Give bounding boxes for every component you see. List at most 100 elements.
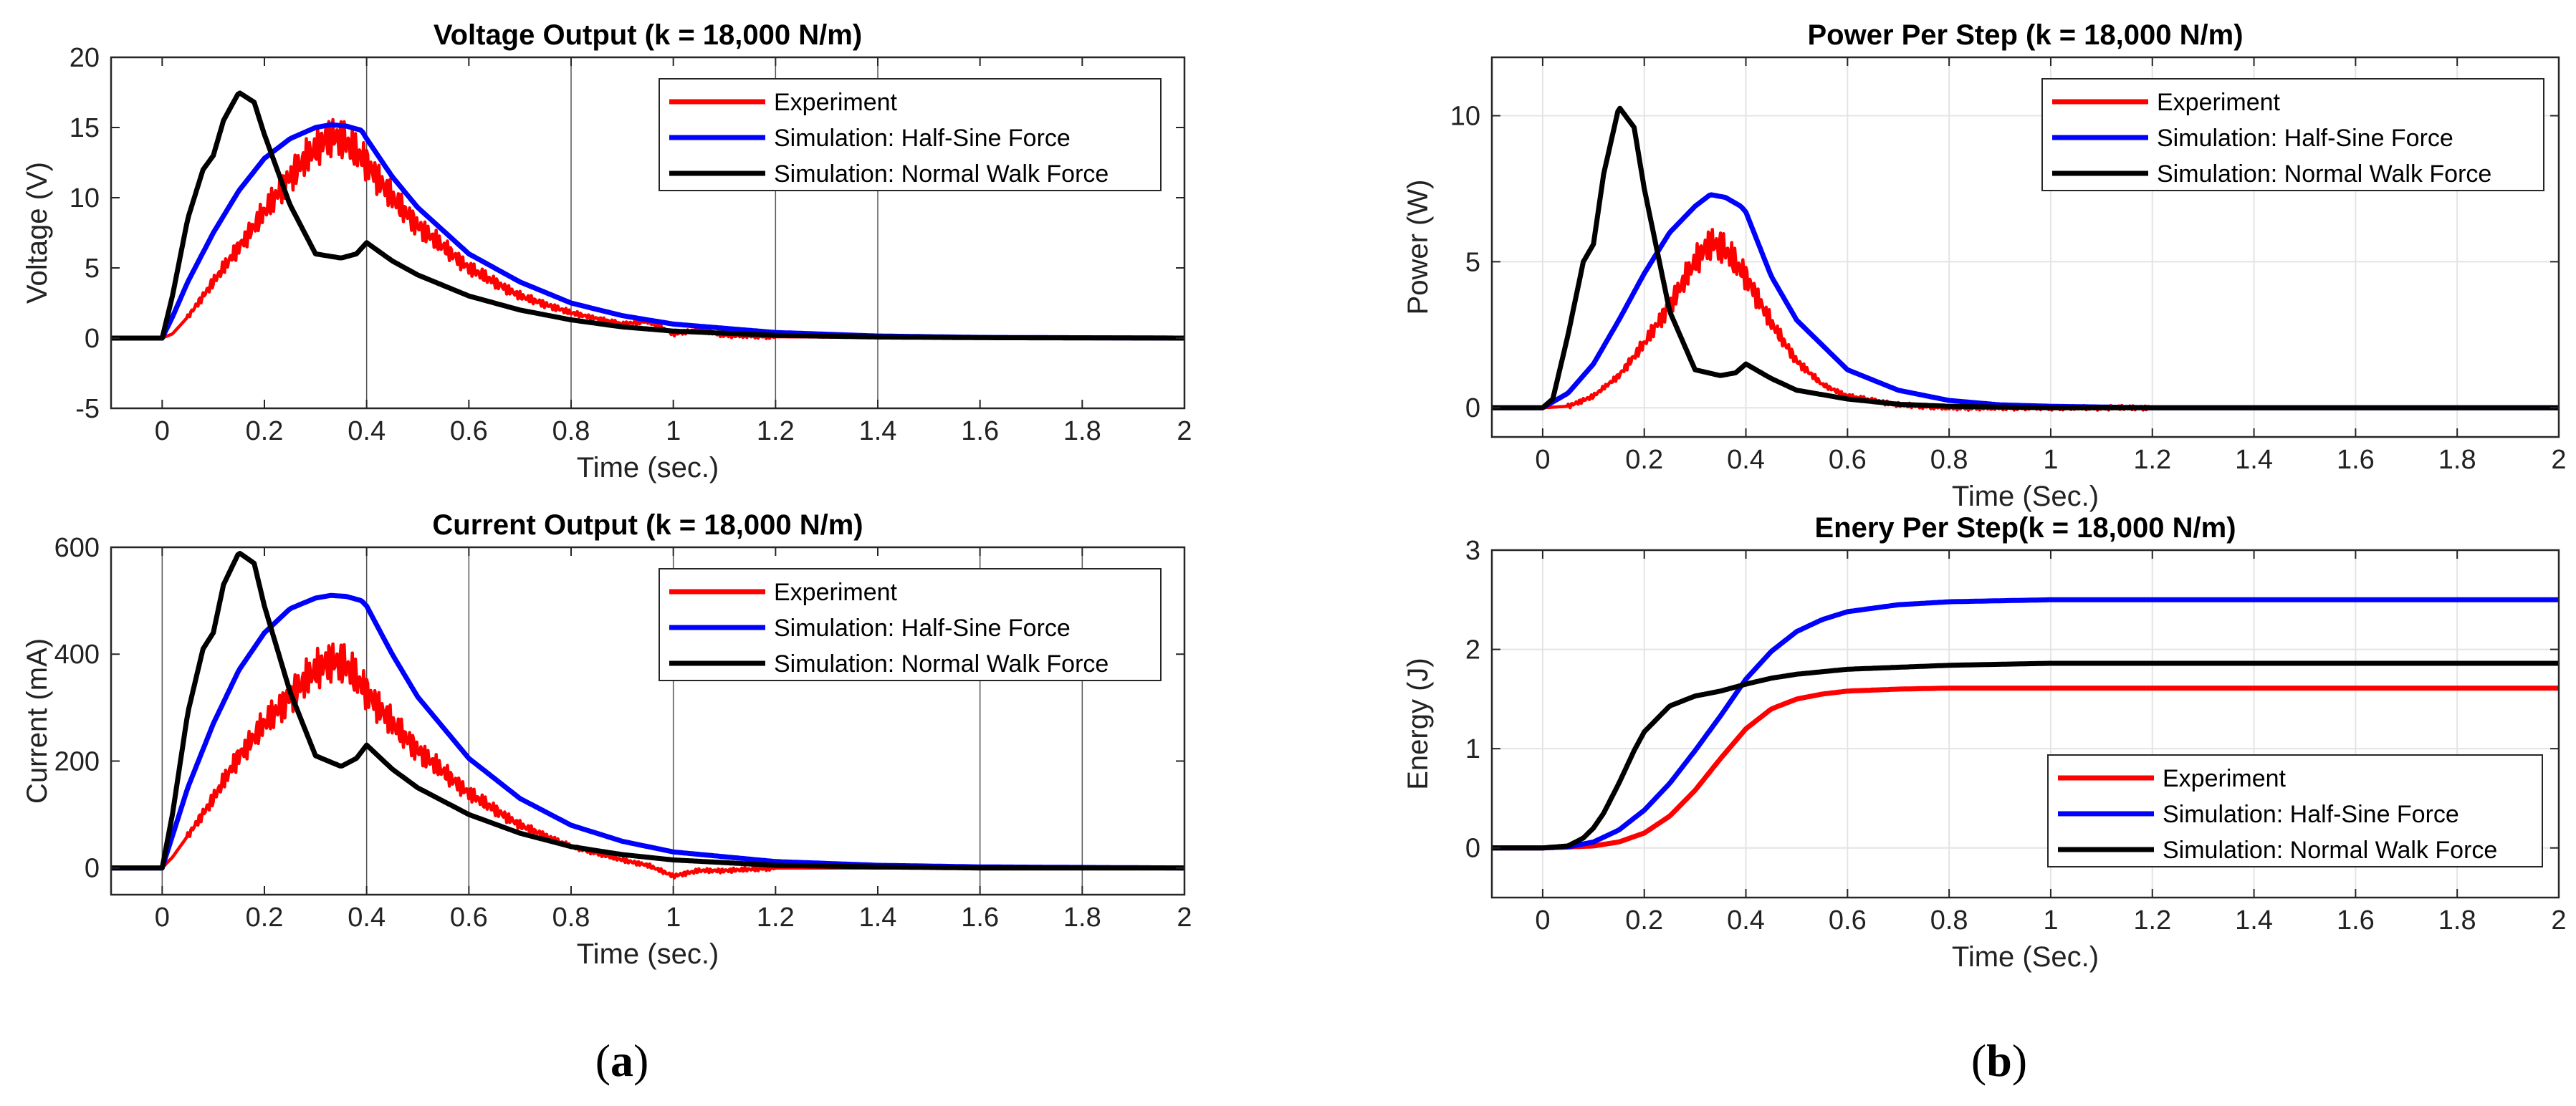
x-tick-label: 0.4 [1727,445,1765,475]
legend: Experiment Simulation: Half-Sine Force Sim… [659,78,1162,191]
x-tick-label: 0.8 [1930,445,1968,475]
x-tick-label: 0.8 [552,903,590,933]
legend-entry-0: Experiment [774,579,898,606]
legend-entry-2: Simulation: Normal Walk Force [2163,837,2497,864]
x-tick-label: 1.6 [961,903,999,933]
x-tick-label: 0.8 [1930,905,1968,936]
chart-title: Voltage Output (k = 18,000 N/m) [434,19,862,51]
chart-title: Enery Per Step(k = 18,000 N/m) [1814,512,2236,544]
y-tick-label: 0 [1465,834,1480,864]
y-axis-label: Current (mA) [21,638,53,804]
y-tick-label: 400 [54,640,100,670]
legend-entry-1: Simulation: Half-Sine Force [774,615,1071,642]
series-line-2 [111,551,1184,871]
x-tick-label: 0.2 [1625,905,1663,936]
axes-box [1490,56,2560,438]
y-tick-label: 0 [1465,393,1480,423]
y-axis-label: Power (W) [1402,180,1434,315]
x-tick-label: 0.4 [1727,905,1765,936]
series-group [1492,105,2559,412]
series-line-2 [1492,660,2559,851]
y-tick-label: 0 [85,324,100,354]
x-axis-label: Time (sec.) [577,452,719,484]
x-tick-label: 1 [2043,445,2058,475]
y-tick-label: 1 [1465,734,1480,764]
y-axis-label: Voltage (V) [21,162,53,304]
axes-box [110,546,1186,896]
legend-entry-2: Simulation: Normal Walk Force [2157,160,2491,188]
chart-energy: 0 0.2 0.4 0.6 0.8 1 1.2 1.4 1.6 1.8 2 0 1 2 3 Enery Per… [1402,512,2567,973]
legend-entry-1: Simulation: Half-Sine Force [774,125,1071,152]
x-tick-label: 0.2 [246,903,284,933]
chart-title: Current Output (k = 18,000 N/m) [432,509,863,541]
x-tick-label: 1.6 [2337,445,2375,475]
y-tick-label: 20 [70,43,100,73]
axes-box [1490,549,2560,899]
y-tick-label: 5 [85,254,100,284]
x-tick-label: 0.6 [1829,445,1867,475]
y-tick-label: 10 [1450,102,1480,132]
x-tick-label: 0.4 [348,903,386,933]
y-tick-label: 15 [70,113,100,143]
series-group [1492,597,2559,851]
x-tick-label: 1.6 [2337,905,2375,936]
caption-a: (a) [595,1035,649,1086]
series-line-1 [1492,597,2559,851]
x-tick-label: 1 [666,903,681,933]
x-tick-label: 0.4 [348,416,386,446]
x-tick-label: 0 [155,416,170,446]
x-tick-label: 1.4 [859,416,897,446]
y-tick-label: 5 [1465,247,1480,277]
y-tick-label: 200 [54,746,100,776]
caption-b: (b) [1971,1035,2027,1086]
charts-group: 0 0.2 0.4 0.6 0.8 1 1.2 1.4 1.6 1.8 2-505101520Vol… [21,19,2567,973]
legend: Experiment Simulation: Half-Sine Force Sim… [659,568,1162,681]
x-tick-label: 1.8 [1063,903,1101,933]
legend-entry-0: Experiment [2163,765,2287,792]
x-axis-label: Time (sec.) [577,938,719,970]
y-tick-label: 0 [85,854,100,884]
x-tick-label: 1.8 [2438,905,2476,936]
x-tick-label: 0 [155,903,170,933]
x-tick-label: 2 [2551,445,2566,475]
x-tick-label: 1.2 [2133,905,2171,936]
x-tick-label: 1.8 [2438,445,2476,475]
x-tick-label: 1.2 [757,416,795,446]
caption-b-letter: b [1986,1035,2012,1086]
x-tick-label: 1 [2043,905,2058,936]
x-tick-label: 2 [1177,903,1192,933]
x-tick-label: 0.8 [552,416,590,446]
x-tick-label: 0 [1535,905,1550,936]
legend-entry-1: Simulation: Half-Sine Force [2157,125,2453,152]
x-tick-label: 1.8 [1063,416,1101,446]
y-tick-label: 10 [70,183,100,213]
x-tick-label: 0.6 [450,903,488,933]
legend: Experiment Simulation: Half-Sine Force Sim… [2041,78,2544,191]
x-tick-label: 1.4 [2235,445,2273,475]
chart-current: 0 0.2 0.4 0.6 0.8 1 1.2 1.4 1.6 1.8 2 0 200 400 600 Cur… [21,509,1192,970]
y-tick-label: 3 [1465,536,1480,566]
axes-box [110,56,1186,410]
chart-power: 0 0.2 0.4 0.6 0.8 1 1.2 1.4 1.6 1.8 2 0 5 10 Power Per… [1402,19,2567,512]
y-tick-label: 2 [1465,635,1480,665]
x-tick-label: 0.2 [246,416,284,446]
x-tick-label: 2 [2551,905,2566,936]
x-tick-label: 0.6 [450,416,488,446]
x-tick-label: 0.6 [1829,905,1867,936]
legend: Experiment Simulation: Half-Sine Force Sim… [2047,754,2543,867]
series-line-0 [1492,686,2559,851]
series-group [111,90,1184,341]
x-tick-label: 1.4 [859,903,897,933]
legend-entry-2: Simulation: Normal Walk Force [774,160,1109,188]
series-line-2 [111,90,1184,341]
caption-a-letter: a [611,1035,633,1086]
chart-voltage: 0 0.2 0.4 0.6 0.8 1 1.2 1.4 1.6 1.8 2 -5 0 5 10 15 20 Vol… [21,19,1192,484]
x-axis-label: Time (Sec.) [1952,481,2099,512]
x-tick-label: 1.2 [2133,445,2171,475]
x-tick-label: 1.6 [961,416,999,446]
x-tick-label: 2 [1177,416,1192,446]
x-axis-label: Time (Sec.) [1952,941,2099,973]
legend-entry-1: Simulation: Half-Sine Force [2163,801,2459,828]
x-tick-label: 1 [666,416,681,446]
x-tick-label: 1.2 [757,903,795,933]
